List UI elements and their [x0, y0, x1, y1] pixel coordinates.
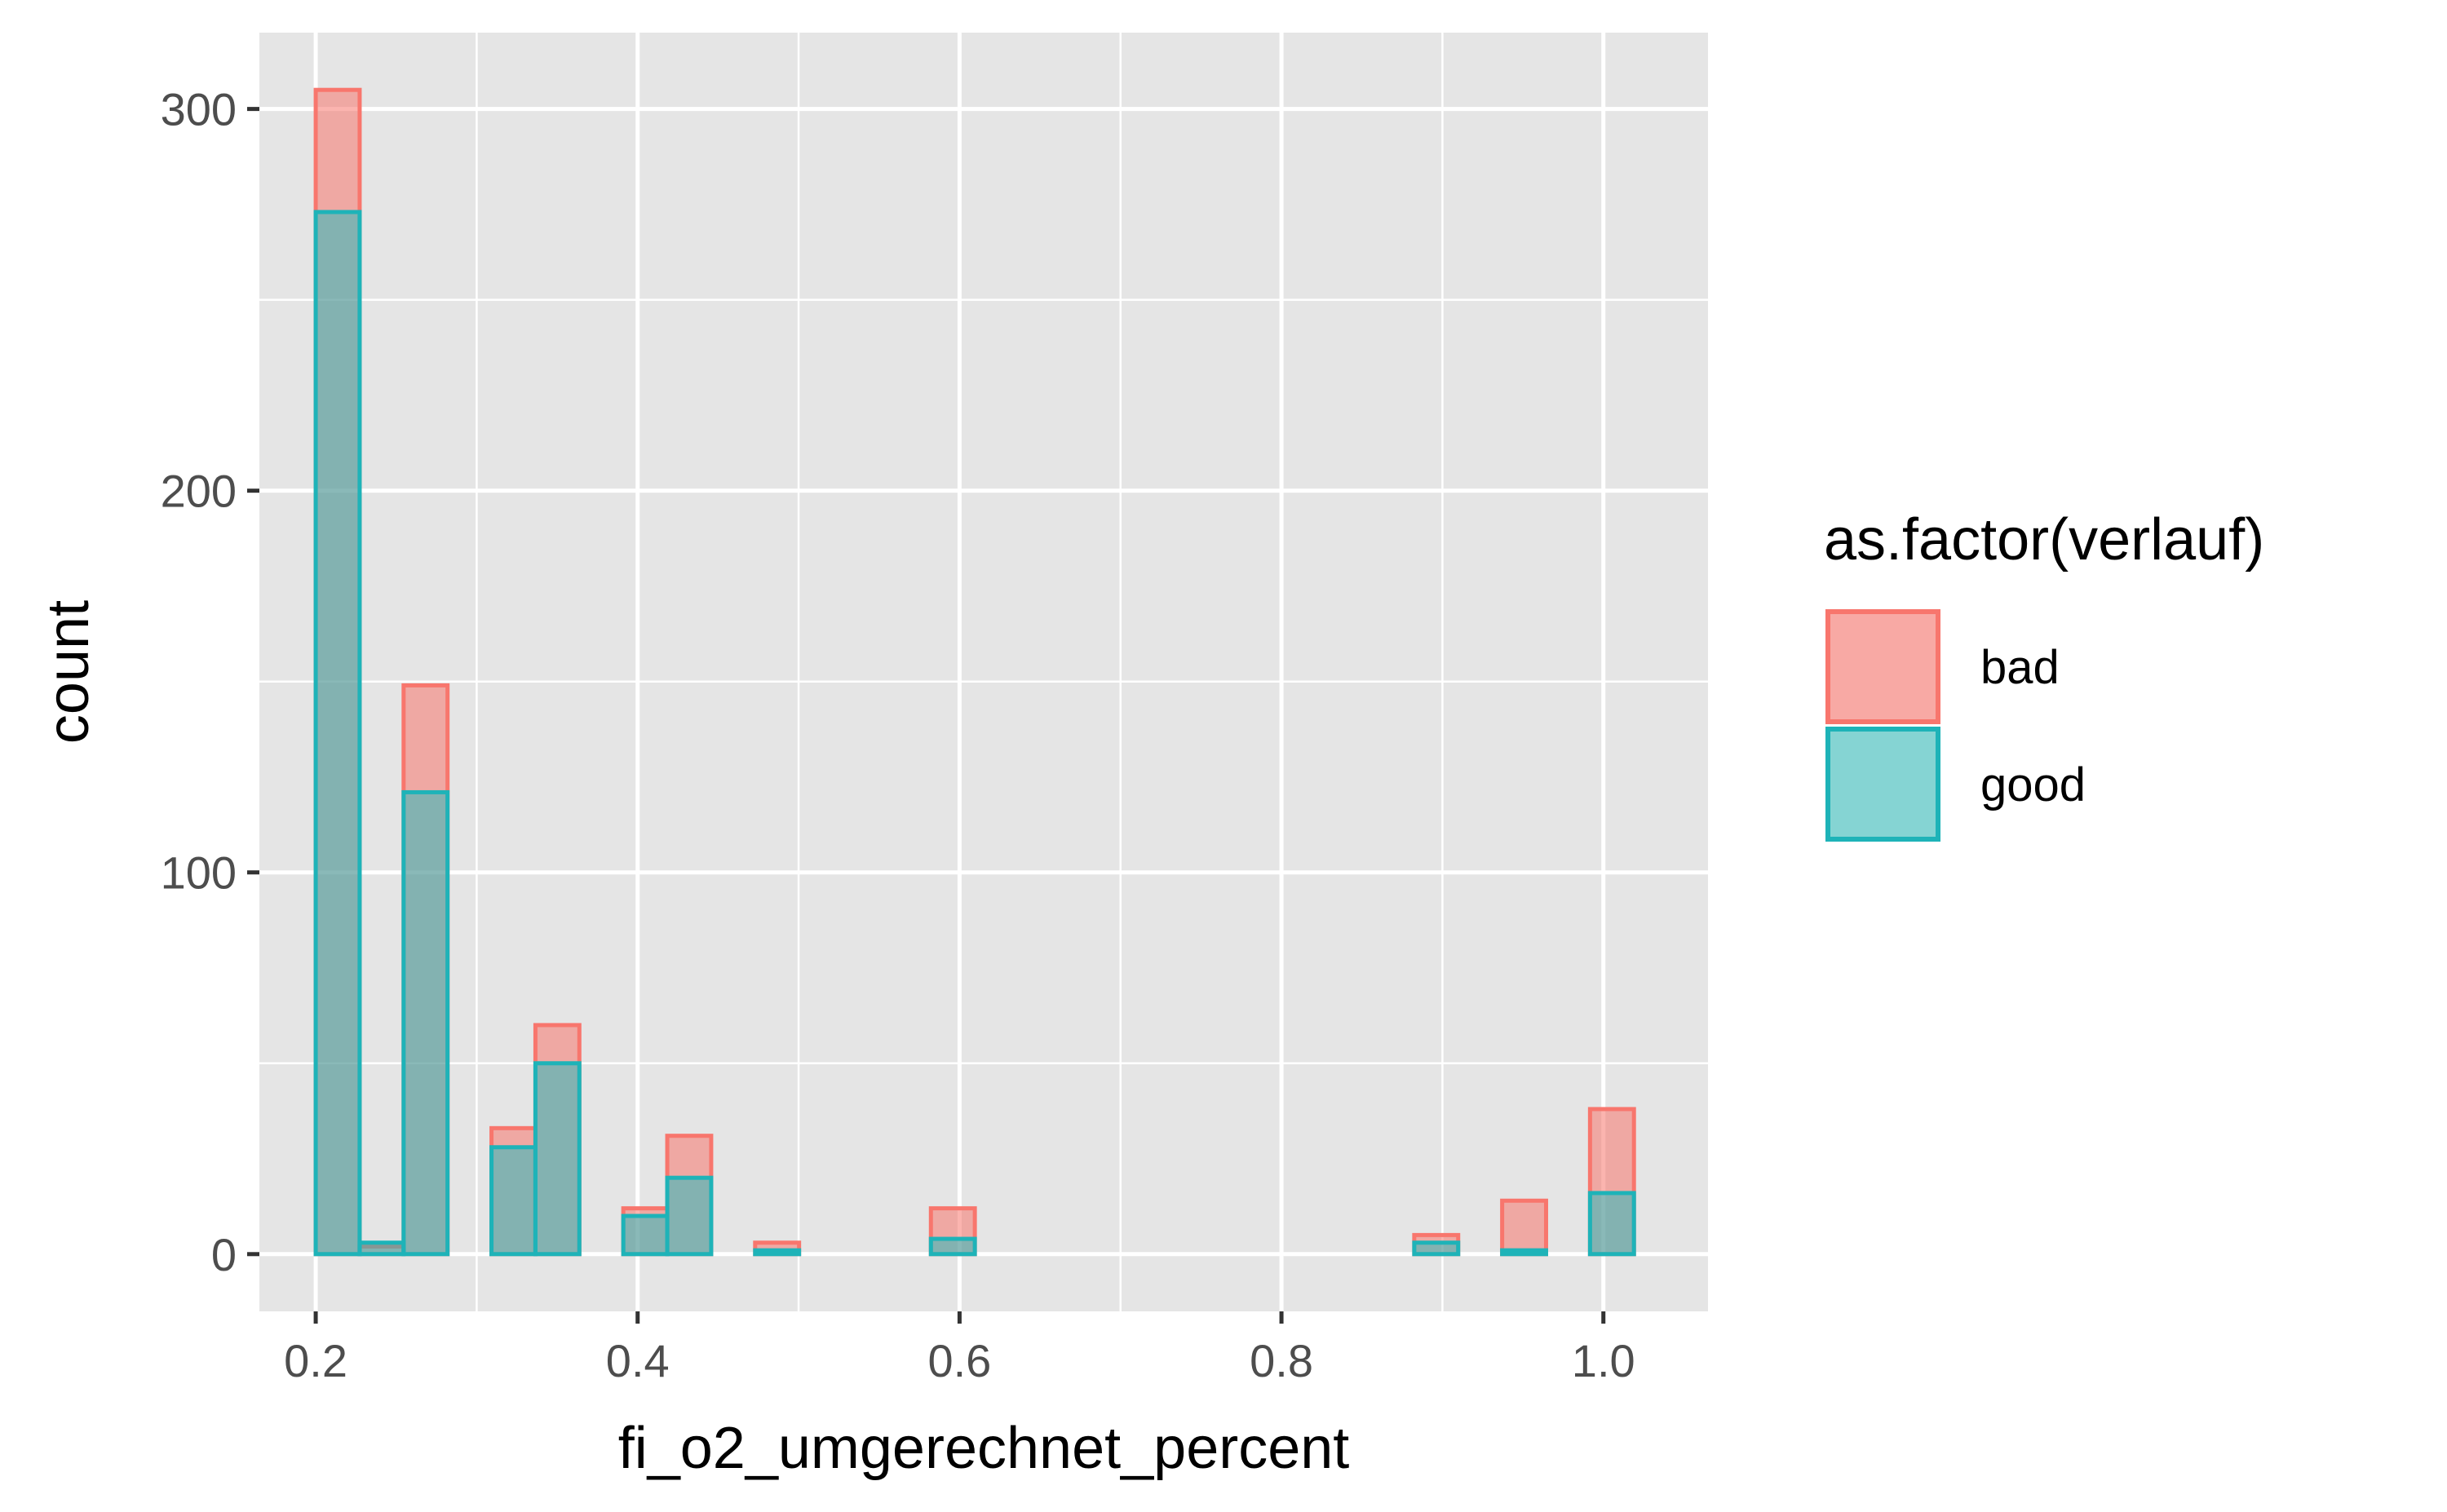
- x-tick-label: 0.2: [284, 1335, 347, 1386]
- legend: as.factor(verlauf) bad good: [1824, 507, 2264, 842]
- bar-good: [357, 1240, 406, 1257]
- minor-gridlines: [259, 33, 1708, 1311]
- x-tick-label: 0.8: [1250, 1335, 1313, 1386]
- bar-bad: [1500, 1198, 1548, 1257]
- bar-good: [928, 1236, 977, 1257]
- x-tick-label: 1.0: [1572, 1335, 1635, 1386]
- bar-good: [1500, 1248, 1548, 1257]
- legend-label-bad: bad: [1980, 641, 2060, 694]
- y-tick-label: 0: [211, 1229, 237, 1280]
- plot-panel: [259, 33, 1708, 1311]
- y-axis-title: count: [36, 600, 101, 744]
- histogram-bars: [313, 87, 1636, 1257]
- x-tick-label: 0.4: [606, 1335, 670, 1386]
- bar-good: [621, 1214, 670, 1257]
- legend-label-good: good: [1980, 758, 2086, 811]
- bar-good: [753, 1248, 802, 1257]
- legend-key-good: [1825, 727, 1940, 842]
- bar-good: [489, 1145, 538, 1257]
- y-tick-label: 100: [161, 847, 237, 899]
- bar-good: [401, 789, 450, 1257]
- y-tick-label: 300: [161, 84, 237, 135]
- legend-title: as.factor(verlauf): [1824, 507, 2264, 573]
- bar-good: [665, 1175, 714, 1257]
- bar-bad: [401, 683, 450, 1257]
- axes: 0.2 0.4 0.6 0.8 1.0 0 100 200 300: [161, 84, 1635, 1386]
- x-tick-label: 0.6: [927, 1335, 991, 1386]
- bar-good: [1412, 1240, 1461, 1257]
- x-axis-title: fi_o2_umgerechnet_percent: [618, 1416, 1350, 1481]
- bar-good: [533, 1061, 582, 1257]
- legend-key-bad: [1825, 609, 1940, 724]
- y-tick-label: 200: [161, 466, 237, 517]
- bar-good: [313, 210, 362, 1257]
- bar-good: [1587, 1191, 1636, 1257]
